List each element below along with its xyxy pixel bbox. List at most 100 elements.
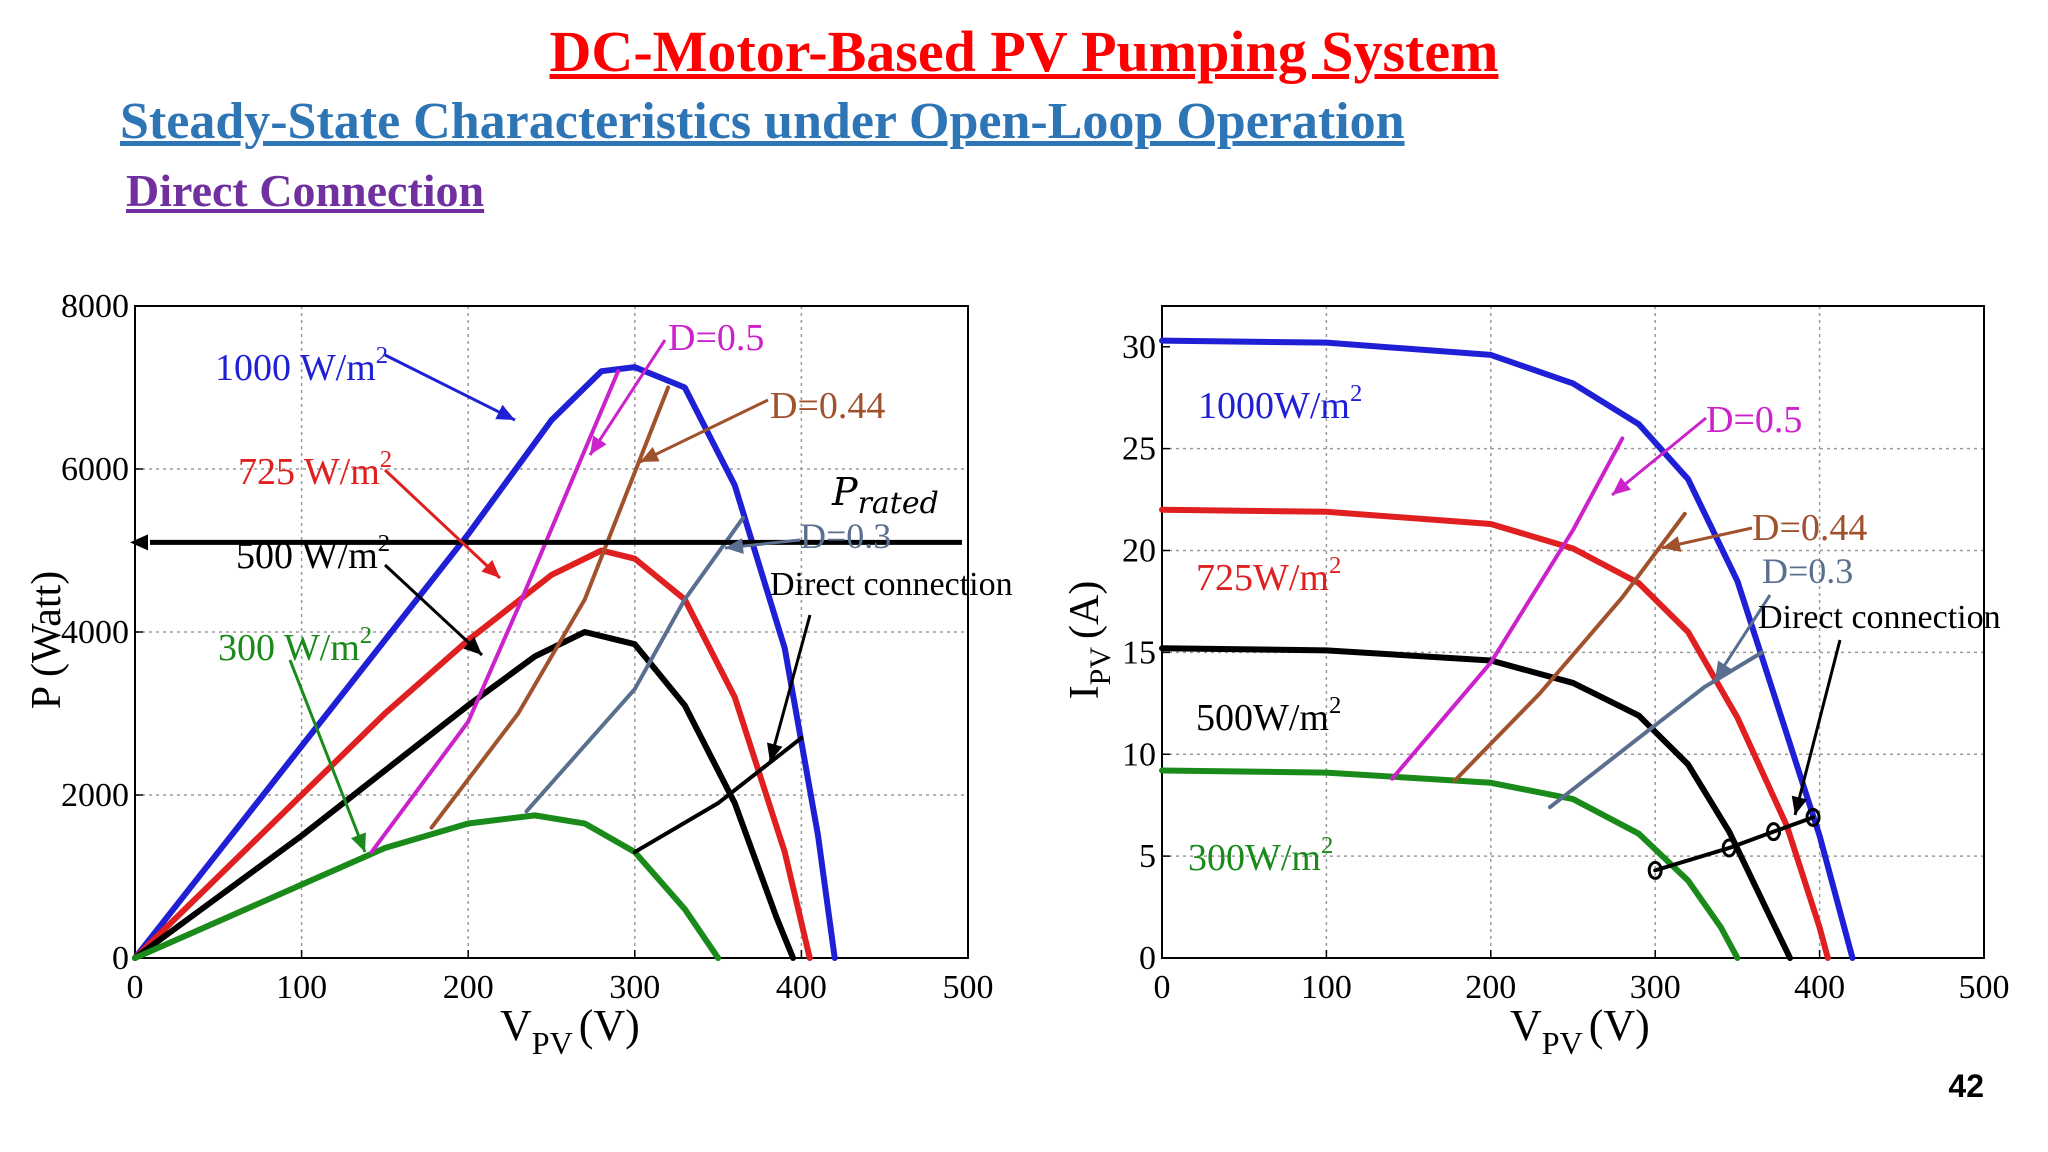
arrow-direct [768, 614, 812, 763]
series-line-5 [429, 385, 671, 830]
label-300: 300 W/m2 [218, 622, 372, 669]
arrow-direct-head [1791, 795, 1808, 815]
arrow-1000-head [495, 404, 515, 420]
x-tick-label: 200 [1465, 969, 1516, 1006]
direct-connection-point [1647, 860, 1663, 880]
y-axis-title-unit: (A) [1062, 581, 1108, 639]
y-tick-label: 15 [1122, 634, 1156, 671]
x-tick-label: 500 [943, 969, 994, 1006]
x-tick-label: 100 [276, 969, 327, 1006]
x-tick-label: 200 [443, 969, 494, 1006]
label-d05: D=0.5 [668, 317, 764, 359]
x-axis-title: VPV (V) [500, 1001, 640, 1061]
series-line-3 [1159, 767, 1741, 961]
label-1000-sup: 2 [376, 342, 388, 369]
label-1000-sup: 2 [1350, 380, 1362, 407]
x-axis-title-unit: (V) [1589, 1001, 1650, 1050]
series-line-3 [132, 812, 722, 961]
y-tick-label: 0 [1139, 940, 1156, 977]
series-line-2 [132, 629, 797, 961]
y-axis-title-main: I [1062, 685, 1108, 699]
arrow-d044 [1661, 526, 1753, 550]
label-300-sup: 2 [1321, 832, 1333, 859]
arrow-d05-head [1612, 477, 1631, 495]
y-tick-label: 6000 [61, 451, 129, 488]
arrow-d05-head [590, 435, 607, 455]
section-heading: Direct Connection [126, 165, 485, 216]
x-tick-label: 400 [1794, 969, 1845, 1006]
series-line-5 [1452, 511, 1687, 783]
y-axis-title: P (Watt) [24, 571, 70, 710]
y-tick-label: 30 [1122, 329, 1156, 366]
arrow-500 [383, 563, 484, 657]
label-300-main: 300 W/m [218, 627, 360, 669]
label-725-main: 725 W/m [238, 451, 380, 493]
slide-subtitle: Steady-State Characteristics under Open-… [120, 93, 1405, 150]
y-tick-label: 10 [1122, 736, 1156, 773]
x-tick-label: 0 [127, 969, 144, 1006]
label-725-sup: 2 [380, 446, 392, 473]
label-d05: D=0.5 [1706, 399, 1802, 441]
label-direct: Direct connection [1758, 599, 2001, 636]
label-725: 725W/m2 [1196, 552, 1341, 599]
series-line-1 [1159, 506, 1831, 961]
arrow-d05 [588, 339, 667, 456]
x-axis-title-unit: (V) [579, 1001, 640, 1050]
arrow-d03 [724, 538, 801, 550]
y-tick-label: 25 [1122, 431, 1156, 468]
slide-title: DC-Motor-Based PV Pumping System [549, 19, 1499, 84]
arrow-d044 [639, 398, 769, 464]
y-axis-title-sub: PV [1084, 647, 1117, 686]
x-tick-label: 0 [1154, 969, 1171, 1006]
arrow-d05 [1611, 416, 1707, 497]
x-axis-title-sub: PV [532, 1025, 573, 1061]
y-tick-label: 0 [112, 940, 129, 977]
label-725-sup: 2 [1329, 552, 1341, 579]
arrow-d044-head [1662, 536, 1682, 552]
arrow-300-head [350, 832, 366, 852]
arrow-d044-head [640, 446, 660, 462]
label-d03: D=0.3 [800, 516, 891, 556]
label-d044: D=0.44 [1752, 507, 1867, 549]
y-tick-label: 2000 [61, 777, 129, 814]
y-tick-label: 20 [1122, 533, 1156, 570]
chart-0-plot: 0 100 200 300 400 500 0 2000 4000 6000 8000 Prated 1… [24, 288, 1013, 1061]
label-1000-main: 1000 W/m [215, 347, 376, 389]
direct-connection-point [1766, 822, 1782, 842]
series-line-4 [1390, 436, 1625, 781]
label-500-sup: 2 [378, 530, 390, 557]
label-direct: Direct connection [770, 566, 1013, 603]
arrow-725 [383, 468, 502, 580]
arrow-d03 [1713, 594, 1772, 681]
label-300: 300W/m2 [1188, 832, 1333, 879]
y-tick-label: 8000 [61, 288, 129, 325]
series-line-6 [1547, 650, 1765, 810]
x-tick-label: 300 [1630, 969, 1681, 1006]
label-1000: 1000W/m2 [1198, 380, 1362, 427]
plot-frame [1161, 305, 1985, 959]
arrow-direct [1793, 639, 1842, 816]
label-300-main: 300W/m [1188, 837, 1321, 879]
arrow-725-head [481, 559, 500, 578]
arrow-300 [288, 659, 367, 853]
y-tick-label: 5 [1139, 838, 1156, 875]
series-line-6 [524, 515, 746, 814]
x-axis-title-main: V [1510, 1001, 1542, 1050]
arrow-d03-head [1715, 660, 1732, 680]
x-axis-title: VPV (V) [1510, 1001, 1650, 1061]
series-line-7 [632, 735, 804, 855]
x-axis-title-sub: PV [1542, 1025, 1583, 1061]
label-d044: D=0.44 [770, 385, 885, 427]
label-500-main: 500W/m [1196, 697, 1329, 739]
arrow-1000 [384, 353, 516, 422]
series-line-7 [1653, 815, 1816, 873]
label-500: 500 W/m2 [236, 530, 390, 577]
rated-power-label: Prated [831, 470, 939, 521]
label-1000-main: 1000W/m [1198, 385, 1350, 427]
series-line-4 [369, 369, 621, 855]
label-1000: 1000 W/m2 [215, 342, 388, 389]
label-300-sup: 2 [360, 622, 372, 649]
series-line-0 [1159, 337, 1856, 961]
chart-1-plot: 0 100 200 300 400 5000510152025301000W/m2725W… [1062, 305, 2010, 1061]
label-725: 725 W/m2 [238, 446, 392, 493]
